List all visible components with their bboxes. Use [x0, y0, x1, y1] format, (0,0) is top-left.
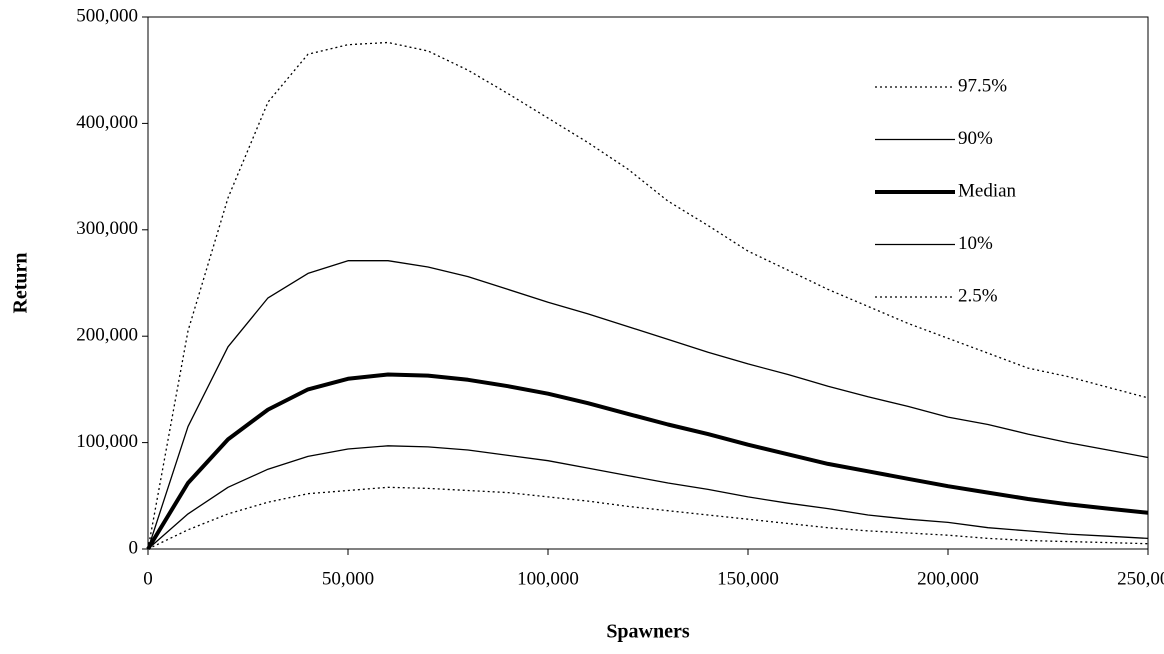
series-line — [147, 260, 1149, 550]
x-tick-label: 0 — [143, 568, 153, 589]
series-line — [146, 372, 1149, 551]
y-tick-label: 300,000 — [76, 218, 138, 239]
y-tick-label: 100,000 — [76, 431, 138, 452]
y-tick-label: 0 — [129, 537, 139, 558]
legend-label: 97.5% — [958, 75, 1007, 96]
legend-label: Median — [958, 180, 1017, 201]
series-line — [147, 445, 1149, 550]
y-axis-title: Return — [10, 252, 32, 313]
y-tick-label: 500,000 — [76, 5, 138, 26]
legend-label: 10% — [958, 233, 993, 254]
series-line — [147, 41, 1149, 550]
legend-label: 90% — [958, 128, 993, 149]
x-tick-label: 150,000 — [717, 568, 779, 589]
series-line — [147, 486, 1149, 550]
y-tick-label: 200,000 — [76, 325, 138, 346]
legend-label: 2.5% — [958, 285, 998, 306]
x-tick-label: 200,000 — [917, 568, 979, 589]
x-tick-label: 50,000 — [322, 568, 374, 589]
x-tick-label: 100,000 — [517, 568, 579, 589]
x-tick-label: 250,000 — [1117, 568, 1164, 589]
x-axis-title: Spawners — [606, 621, 690, 643]
plot-frame — [147, 16, 1149, 550]
y-tick-label: 400,000 — [76, 112, 138, 133]
